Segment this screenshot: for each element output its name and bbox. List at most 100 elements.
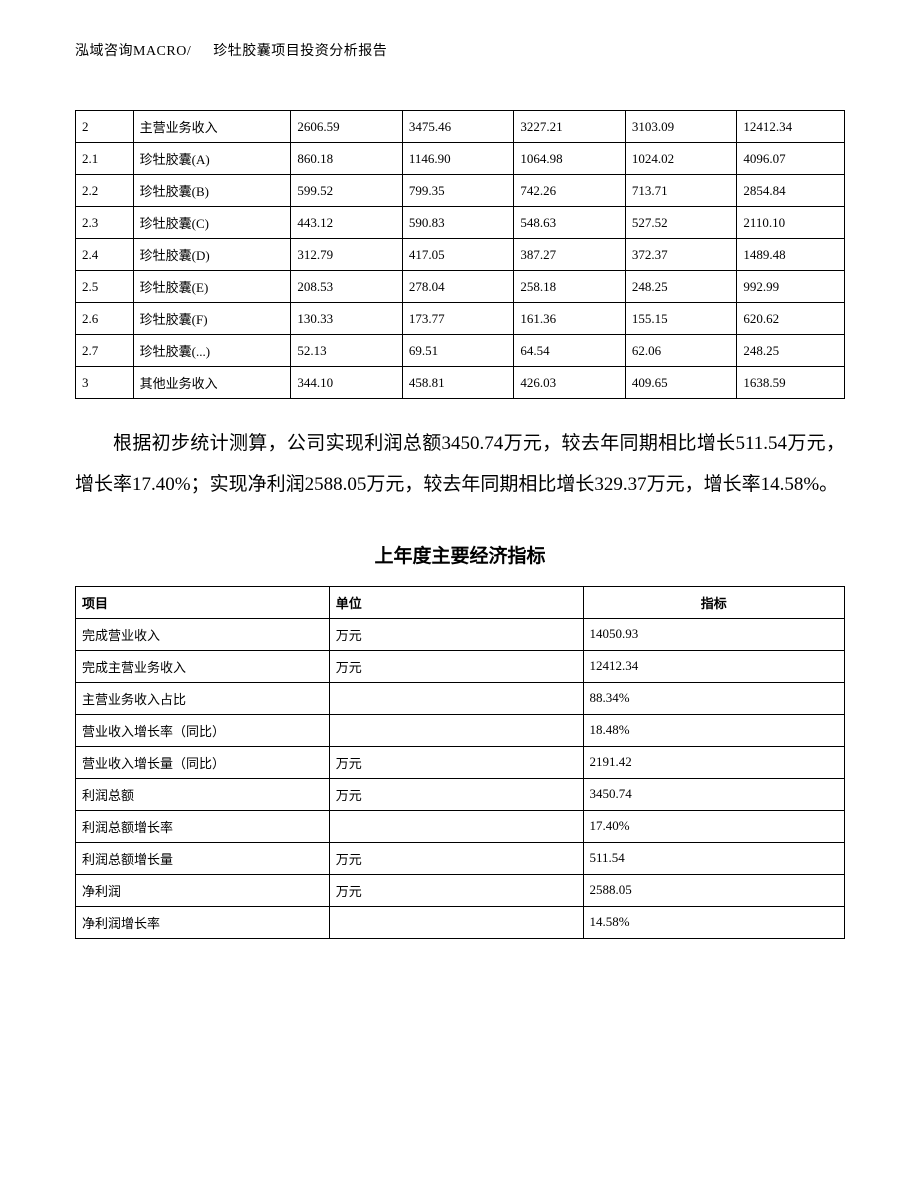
table-row: 2.7珍牡胶囊(...)52.1369.5164.5462.06248.25 (76, 335, 845, 367)
revenue-table: 2主营业务收入2606.593475.463227.213103.0912412… (75, 110, 845, 399)
table-cell: 14050.93 (583, 618, 844, 650)
table-cell: 742.26 (514, 175, 626, 207)
table-row: 2.2珍牡胶囊(B)599.52799.35742.26713.712854.8… (76, 175, 845, 207)
table-row: 3其他业务收入344.10458.81426.03409.651638.59 (76, 367, 845, 399)
table-cell: 69.51 (402, 335, 514, 367)
table-cell: 1064.98 (514, 143, 626, 175)
table-cell: 548.63 (514, 207, 626, 239)
table-cell: 3103.09 (625, 111, 737, 143)
table-cell: 2.6 (76, 303, 134, 335)
table-row: 营业收入增长率（同比）18.48% (76, 714, 845, 746)
table-cell: 3450.74 (583, 778, 844, 810)
table-row: 2.3珍牡胶囊(C)443.12590.83548.63527.522110.1… (76, 207, 845, 239)
table-cell: 3475.46 (402, 111, 514, 143)
table-cell: 278.04 (402, 271, 514, 303)
table-cell: 1638.59 (737, 367, 845, 399)
table-cell: 173.77 (402, 303, 514, 335)
revenue-table-body: 2主营业务收入2606.593475.463227.213103.0912412… (76, 111, 845, 399)
table-cell: 万元 (329, 650, 583, 682)
table-cell: 161.36 (514, 303, 626, 335)
table-cell: 万元 (329, 874, 583, 906)
table-cell: 万元 (329, 842, 583, 874)
table-cell: 620.62 (737, 303, 845, 335)
table-cell: 17.40% (583, 810, 844, 842)
table-cell: 88.34% (583, 682, 844, 714)
table-cell: 利润总额增长率 (76, 810, 330, 842)
table-cell: 64.54 (514, 335, 626, 367)
table-cell: 248.25 (737, 335, 845, 367)
table-cell: 18.48% (583, 714, 844, 746)
table-cell: 409.65 (625, 367, 737, 399)
table-cell: 净利润 (76, 874, 330, 906)
summary-paragraph: 根据初步统计测算，公司实现利润总额3450.74万元，较去年同期相比增长511.… (75, 424, 845, 506)
table-cell: 2606.59 (291, 111, 403, 143)
table-row: 主营业务收入占比 88.34% (76, 682, 845, 714)
table-cell: 208.53 (291, 271, 403, 303)
table-cell: 珍牡胶囊(F) (133, 303, 291, 335)
table-cell: 1024.02 (625, 143, 737, 175)
table-cell: 2.3 (76, 207, 134, 239)
table-cell: 3227.21 (514, 111, 626, 143)
table-row: 2.1珍牡胶囊(A)860.181146.901064.981024.02409… (76, 143, 845, 175)
table-cell: 992.99 (737, 271, 845, 303)
table-cell: 130.33 (291, 303, 403, 335)
table-row: 2.5珍牡胶囊(E)208.53278.04258.18248.25992.99 (76, 271, 845, 303)
table-row: 完成营业收入万元14050.93 (76, 618, 845, 650)
table-cell (329, 682, 583, 714)
table-cell: 2.5 (76, 271, 134, 303)
table-cell: 12412.34 (737, 111, 845, 143)
table-cell: 344.10 (291, 367, 403, 399)
table-cell: 万元 (329, 778, 583, 810)
table-cell: 完成主营业务收入 (76, 650, 330, 682)
header-project: 项目 (76, 586, 330, 618)
header-unit: 单位 (329, 586, 583, 618)
table-cell (329, 906, 583, 938)
table-cell: 417.05 (402, 239, 514, 271)
table-cell: 2.4 (76, 239, 134, 271)
table-cell: 14.58% (583, 906, 844, 938)
table-cell: 258.18 (514, 271, 626, 303)
table-cell: 2110.10 (737, 207, 845, 239)
table-row: 净利润增长率 14.58% (76, 906, 845, 938)
table-cell: 443.12 (291, 207, 403, 239)
table-row: 营业收入增长量（同比）万元2191.42 (76, 746, 845, 778)
table-cell: 珍牡胶囊(...) (133, 335, 291, 367)
table-cell: 3 (76, 367, 134, 399)
table-cell: 其他业务收入 (133, 367, 291, 399)
table-row: 净利润万元2588.05 (76, 874, 845, 906)
table-cell: 主营业务收入 (133, 111, 291, 143)
table-cell: 248.25 (625, 271, 737, 303)
table-cell: 利润总额 (76, 778, 330, 810)
header-company: 泓域咨询MACRO/ (75, 44, 191, 59)
table-cell: 完成营业收入 (76, 618, 330, 650)
table-cell: 2854.84 (737, 175, 845, 207)
table-cell: 珍牡胶囊(A) (133, 143, 291, 175)
table-row: 利润总额万元3450.74 (76, 778, 845, 810)
table-header-row: 项目 单位 指标 (76, 586, 845, 618)
table-row: 2主营业务收入2606.593475.463227.213103.0912412… (76, 111, 845, 143)
table-cell: 426.03 (514, 367, 626, 399)
table-cell: 1146.90 (402, 143, 514, 175)
table-row: 2.4珍牡胶囊(D)312.79417.05387.27372.371489.4… (76, 239, 845, 271)
table-cell: 860.18 (291, 143, 403, 175)
table-cell: 599.52 (291, 175, 403, 207)
table-cell: 2.2 (76, 175, 134, 207)
header-title: 珍牡胶囊项目投资分析报告 (213, 44, 387, 59)
table-cell: 2.7 (76, 335, 134, 367)
section-title: 上年度主要经济指标 (75, 541, 845, 568)
table-cell: 主营业务收入占比 (76, 682, 330, 714)
table-cell: 2588.05 (583, 874, 844, 906)
table-cell: 312.79 (291, 239, 403, 271)
table-cell: 净利润增长率 (76, 906, 330, 938)
table-cell: 2 (76, 111, 134, 143)
table-cell: 12412.34 (583, 650, 844, 682)
table-cell: 527.52 (625, 207, 737, 239)
table-cell: 155.15 (625, 303, 737, 335)
header-indicator: 指标 (583, 586, 844, 618)
table-cell: 珍牡胶囊(C) (133, 207, 291, 239)
table-cell (329, 810, 583, 842)
table-cell: 1489.48 (737, 239, 845, 271)
table-cell: 387.27 (514, 239, 626, 271)
indicators-table-body: 完成营业收入万元14050.93完成主营业务收入万元12412.34主营业务收入… (76, 618, 845, 938)
table-row: 利润总额增长量万元511.54 (76, 842, 845, 874)
